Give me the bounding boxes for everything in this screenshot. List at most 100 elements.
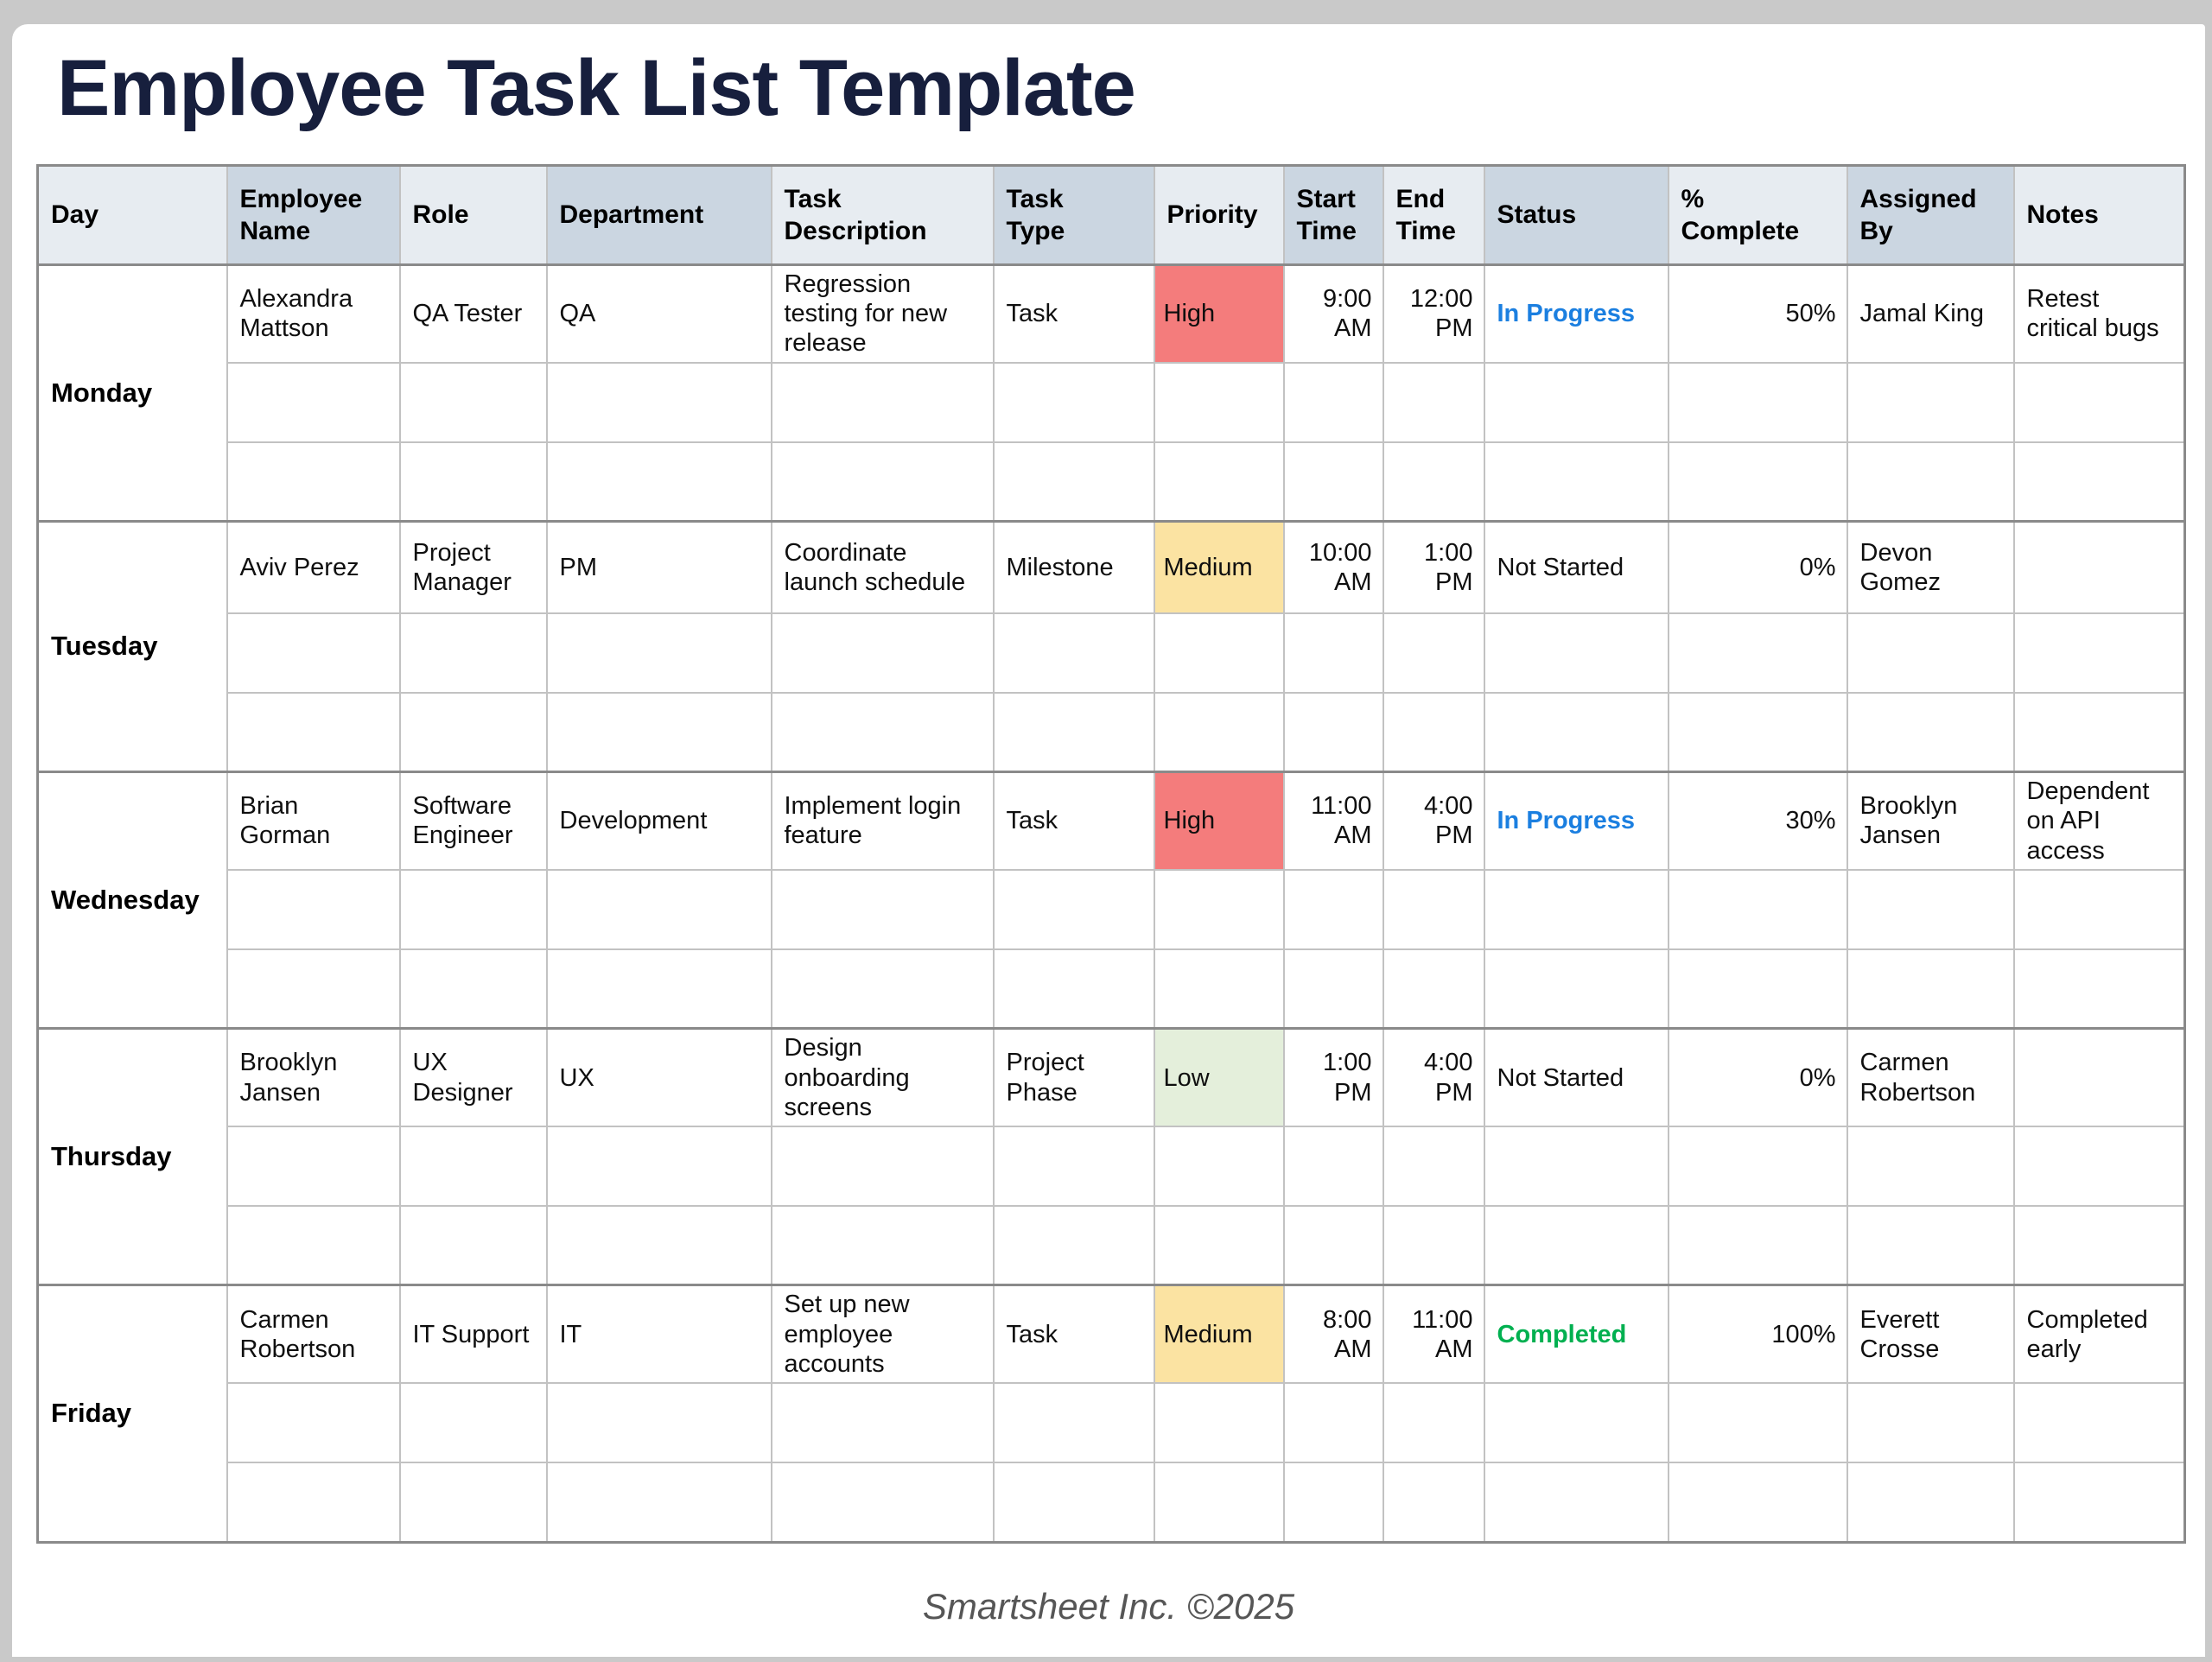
empty-cell [1667, 612, 1848, 694]
empty-cell [992, 1204, 1155, 1286]
empty-cell [1846, 1462, 2015, 1544]
empty-cell [1282, 1125, 1384, 1207]
empty-cell [398, 691, 548, 773]
empty-cell [1846, 1204, 2015, 1286]
task-row-friday: Friday Carmen Robertson IT Support IT Se… [36, 1284, 2186, 1544]
cell-assigned-by: Devon Gomez [1846, 520, 2015, 614]
empty-cell [1153, 1462, 1285, 1544]
empty-row [38, 1204, 2186, 1286]
col-header-percent-complete: % Complete [1667, 164, 1848, 266]
col-header-notes: Notes [2012, 164, 2186, 266]
empty-cell [770, 948, 995, 1030]
empty-cell [1382, 361, 1485, 443]
cell-department: IT [545, 1284, 772, 1385]
col-header-start-time: Start Time [1282, 164, 1384, 266]
col-header-priority: Priority [1153, 164, 1285, 266]
empty-cell [1153, 361, 1285, 443]
cell-employee-name: Brian Gorman [226, 771, 401, 871]
empty-cell [1483, 1204, 1669, 1286]
cell-assigned-by: Jamal King [1846, 263, 2015, 364]
cell-start-time: 1:00 PM [1282, 1027, 1384, 1127]
task-table: Day Employee Name Role Department Task D… [36, 164, 2186, 1544]
cell-notes: Retest critical bugs [2012, 263, 2186, 364]
empty-cell [1153, 1204, 1285, 1286]
cell-start-time: 9:00 AM [1282, 263, 1384, 364]
empty-cell [992, 441, 1155, 523]
cell-department: QA [545, 263, 772, 364]
empty-row [38, 948, 2186, 1030]
empty-cell [226, 361, 401, 443]
cell-role: QA Tester [398, 263, 548, 364]
col-header-department: Department [545, 164, 772, 266]
empty-cell [1846, 1125, 2015, 1207]
cell-employee-name: Brooklyn Jansen [226, 1027, 401, 1127]
empty-cell [398, 868, 548, 950]
empty-cell [1153, 612, 1285, 694]
col-header-task-description: Task Description [770, 164, 995, 266]
empty-cell [2012, 1125, 2186, 1207]
cell-notes [2012, 1027, 2186, 1127]
col-header-day: Day [36, 164, 228, 266]
cell-priority: Low [1153, 1027, 1285, 1127]
day-cell-monday: Monday [36, 263, 228, 523]
col-header-role: Role [398, 164, 548, 266]
cell-notes: Completed early [2012, 1284, 2186, 1385]
task-row-thursday: Thursday Brooklyn Jansen UX Designer UX … [36, 1027, 2186, 1286]
cell-task-type: Project Phase [992, 1027, 1155, 1127]
empty-cell [545, 1204, 772, 1286]
cell-status: Not Started [1483, 1027, 1669, 1127]
empty-cell [226, 691, 401, 773]
empty-cell [992, 868, 1155, 950]
empty-cell [226, 868, 401, 950]
cell-status: Completed [1483, 1284, 1669, 1385]
empty-cell [1382, 1204, 1485, 1286]
empty-cell [992, 612, 1155, 694]
empty-row [38, 612, 2186, 694]
empty-cell [398, 612, 548, 694]
empty-cell [1382, 948, 1485, 1030]
empty-cell [1282, 691, 1384, 773]
empty-cell [226, 1125, 401, 1207]
empty-cell [1382, 1382, 1485, 1464]
empty-cell [1153, 441, 1285, 523]
empty-cell [1282, 361, 1384, 443]
empty-cell [1382, 1462, 1485, 1544]
empty-cell [1382, 691, 1485, 773]
empty-cell [398, 361, 548, 443]
empty-cell [770, 612, 995, 694]
empty-cell [398, 1204, 548, 1286]
cell-end-time: 11:00 AM [1382, 1284, 1485, 1385]
cell-priority: High [1153, 263, 1285, 364]
cell-role: Software Engineer [398, 771, 548, 871]
empty-cell [1846, 1382, 2015, 1464]
empty-cell [1282, 1382, 1384, 1464]
empty-cell [1846, 948, 2015, 1030]
page-title: Employee Task List Template [57, 44, 1136, 132]
cell-priority: Medium [1153, 1284, 1285, 1385]
empty-cell [1846, 361, 2015, 443]
empty-cell [770, 1204, 995, 1286]
empty-cell [1667, 361, 1848, 443]
empty-cell [1282, 441, 1384, 523]
empty-row [38, 441, 2186, 523]
empty-row [38, 1382, 2186, 1464]
empty-row [38, 361, 2186, 443]
cell-end-time: 4:00 PM [1382, 771, 1485, 871]
empty-cell [1382, 868, 1485, 950]
empty-cell [1667, 1382, 1848, 1464]
empty-cell [545, 441, 772, 523]
cell-percent-complete: 30% [1667, 771, 1848, 871]
col-header-status: Status [1483, 164, 1669, 266]
empty-cell [992, 1125, 1155, 1207]
empty-cell [226, 612, 401, 694]
cell-status: Not Started [1483, 520, 1669, 614]
day-cell-friday: Friday [36, 1284, 228, 1544]
empty-cell [770, 1382, 995, 1464]
empty-cell [770, 1462, 995, 1544]
empty-cell [1483, 361, 1669, 443]
document-page: Employee Task List Template Day Employee… [12, 24, 2205, 1657]
empty-cell [770, 1125, 995, 1207]
empty-cell [770, 441, 995, 523]
empty-cell [1483, 1382, 1669, 1464]
cell-end-time: 4:00 PM [1382, 1027, 1485, 1127]
